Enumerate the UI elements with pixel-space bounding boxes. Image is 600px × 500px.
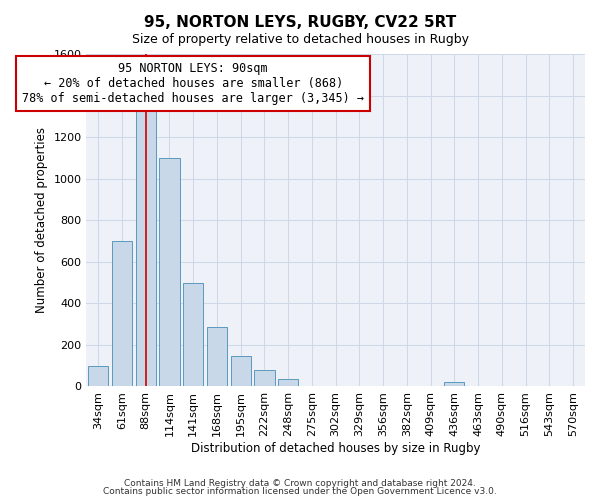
Text: 95, NORTON LEYS, RUGBY, CV22 5RT: 95, NORTON LEYS, RUGBY, CV22 5RT (144, 15, 456, 30)
Bar (207, 327, 227, 386)
Bar (136, 108, 156, 386)
X-axis label: Distribution of detached houses by size in Rugby: Distribution of detached houses by size … (191, 442, 481, 455)
Bar (183, 282, 203, 387)
Bar (112, 241, 132, 386)
Y-axis label: Number of detached properties: Number of detached properties (35, 127, 48, 313)
Bar (230, 356, 251, 386)
Bar (160, 158, 179, 386)
Bar (445, 382, 464, 386)
Bar (88, 366, 109, 386)
Text: Contains public sector information licensed under the Open Government Licence v3: Contains public sector information licen… (103, 487, 497, 496)
Bar (278, 379, 298, 386)
Text: 95 NORTON LEYS: 90sqm
← 20% of detached houses are smaller (868)
78% of semi-det: 95 NORTON LEYS: 90sqm ← 20% of detached … (22, 62, 364, 106)
Bar (254, 370, 275, 386)
Text: Contains HM Land Registry data © Crown copyright and database right 2024.: Contains HM Land Registry data © Crown c… (124, 478, 476, 488)
Text: Size of property relative to detached houses in Rugby: Size of property relative to detached ho… (131, 32, 469, 46)
